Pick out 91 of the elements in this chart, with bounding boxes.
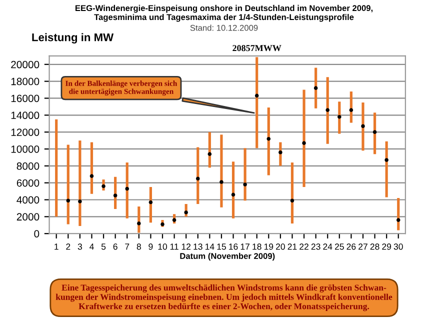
x-tick-label: 16 (229, 244, 238, 250)
annotation: 20857MWW (232, 45, 282, 52)
x-tick-label: 30 (394, 244, 403, 250)
point (314, 86, 318, 90)
x-tick-label: 9 (148, 244, 153, 250)
point (338, 114, 342, 119)
point (220, 180, 224, 184)
y-tick-label: 14000 (11, 112, 40, 120)
text: Eine Tagesspeicherung des umweltschädlichen Windstroms kann die gröbsten Schwan- kungen der Windstromeinspeisung einebnen. Um jedoch mittels Windkraft konventionelle Kraftwerke zu ersetzen bedürfte es einer 2-Wochen, oder Monatsspeicherung. (56, 284, 392, 312)
x-tick-label: 22 (300, 244, 308, 250)
chart-subtitle: Stand: 10.12.2009 (190, 24, 258, 31)
point (90, 174, 94, 178)
y-tick-label: 10000 (11, 145, 40, 153)
x-tick-label: 6 (113, 244, 118, 250)
y-axis-title: Leistung in MW (32, 33, 114, 44)
x-tick-label: 2 (66, 244, 70, 250)
point (361, 124, 365, 128)
point (384, 158, 388, 162)
point (290, 198, 294, 202)
x-tick-label: 17 (240, 244, 250, 250)
x-tick-label: 7 (125, 244, 130, 250)
point (137, 222, 141, 226)
point (113, 194, 118, 198)
bar (326, 77, 329, 144)
x-tick-label: 29 (382, 244, 392, 250)
point (254, 94, 259, 98)
point (349, 108, 354, 112)
bar (196, 147, 200, 204)
y-tick-label: 16000 (11, 94, 40, 102)
x-tick-label: 24 (323, 244, 332, 250)
y-tick-label: 8000 (16, 162, 40, 170)
x-tick-label: 18 (252, 244, 262, 250)
point (326, 108, 330, 112)
x-tick-label: 28 (370, 244, 380, 250)
point (172, 218, 176, 222)
bar (90, 142, 94, 194)
x-tick-label: 23 (311, 244, 320, 250)
y-tick-label: 2000 (16, 213, 40, 221)
point (278, 150, 282, 154)
x-tick-label: 19 (264, 244, 274, 250)
point (396, 218, 400, 222)
x-tick-label: 5 (101, 244, 106, 250)
x-tick-label: 21 (288, 244, 297, 250)
point (196, 176, 200, 180)
y-tick-label: 20000 (11, 60, 40, 68)
x-tick-label: 20 (276, 244, 285, 250)
bar (232, 162, 235, 218)
bar (302, 90, 306, 188)
point (78, 200, 82, 204)
bar (244, 148, 246, 201)
point (125, 186, 130, 191)
x-tick-label: 1 (54, 244, 58, 250)
x-tick-label: 15 (217, 244, 226, 250)
point (208, 152, 212, 156)
bar (220, 134, 223, 208)
bar (55, 119, 58, 217)
x-axis-title: Datum (November 2009) (180, 252, 275, 261)
bar (256, 57, 258, 148)
y-tick-label: 4000 (16, 196, 40, 204)
y-tick-label: 12000 (11, 128, 40, 136)
bar (267, 108, 270, 176)
y-tick-label: 6000 (16, 179, 40, 187)
bar (385, 141, 388, 198)
point (266, 136, 271, 141)
point (184, 210, 188, 214)
bar (362, 102, 364, 151)
y-tick-label: 0 (34, 230, 40, 238)
bar (66, 144, 70, 224)
point (66, 198, 70, 202)
point (302, 141, 306, 145)
x-tick-label: 27 (358, 244, 368, 250)
y-tick-label: 18000 (11, 78, 40, 86)
x-tick-label: 25 (334, 244, 344, 250)
x-tick-label: 14 (205, 244, 214, 250)
bar (126, 162, 128, 218)
x-tick-label: 11 (170, 244, 178, 250)
x-tick-label: 8 (136, 244, 141, 250)
point (372, 130, 377, 134)
x-tick-label: 13 (194, 244, 202, 250)
point (243, 182, 247, 186)
x-tick-label: 3 (78, 244, 82, 250)
bar (78, 140, 82, 226)
chart-title: EEG-Windenergie-Einspeisung onshore in Deutschland im November 2009, Tagesminima und Tagesmaxima der 1/4-Stunden-Leistungsprofile (76, 4, 373, 22)
x-tick-label: 12 (182, 244, 191, 250)
x-tick-label: 10 (158, 244, 168, 250)
point (231, 192, 236, 197)
x-tick-label: 4 (90, 244, 94, 250)
point (148, 200, 153, 204)
bar (290, 162, 294, 224)
x-tick-label: 26 (346, 244, 356, 250)
point (102, 184, 106, 188)
